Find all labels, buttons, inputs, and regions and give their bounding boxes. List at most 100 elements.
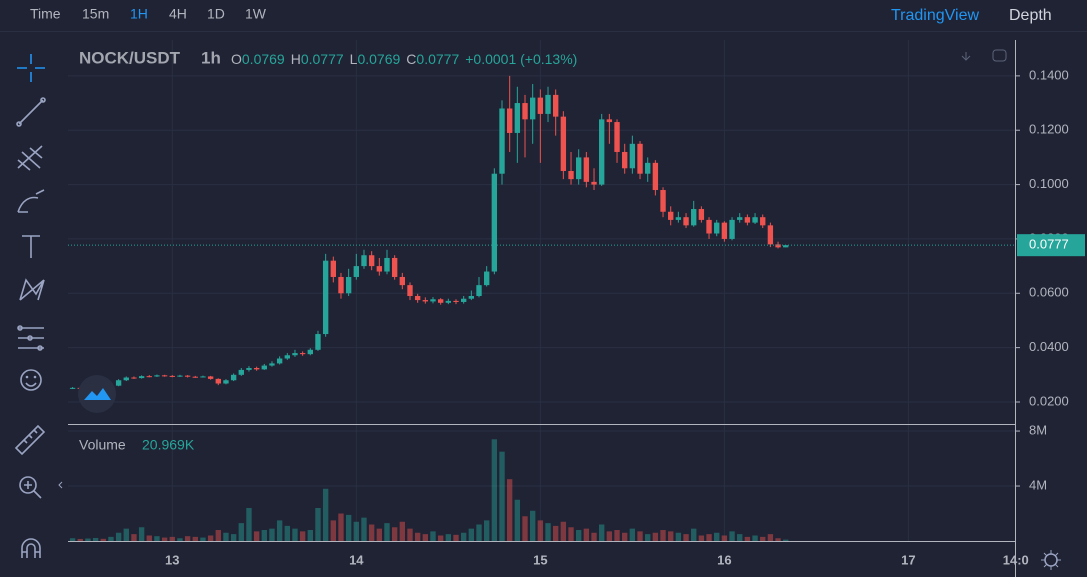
ohlc-value: 0.0777 (416, 51, 459, 67)
candle-body (660, 190, 666, 212)
candle-body (246, 368, 252, 370)
volume-bar (744, 536, 751, 541)
interval[interactable]: 4H (169, 6, 187, 22)
emoji-tool[interactable] (20, 369, 42, 391)
pattern-tool[interactable] (19, 278, 45, 301)
volume-bar (253, 531, 260, 541)
volume-bar (384, 523, 390, 541)
volume-bar (760, 536, 766, 541)
last-price-label: 0.0777 (1029, 237, 1069, 252)
candle-body (368, 255, 375, 267)
volume-bar (123, 528, 129, 541)
candle-body (437, 299, 444, 303)
fullscreen-icon[interactable] (992, 49, 1007, 62)
x-tick-label: 15 (533, 552, 547, 567)
volume-tick-label: 8M (1029, 422, 1047, 437)
candle-body (721, 222, 728, 239)
volume-bar (146, 535, 152, 541)
volume-bar (622, 532, 628, 541)
ohlc-value: 0.0777 (301, 51, 344, 67)
interval[interactable]: Time (30, 6, 61, 22)
volume-bar (200, 537, 206, 541)
zoom-tool[interactable] (19, 476, 42, 499)
volume-bar (330, 520, 336, 541)
volume-bar (560, 521, 567, 541)
x-tick-label: 16 (717, 552, 731, 567)
volume-bar (345, 514, 352, 541)
candle-body (123, 377, 129, 381)
link[interactable]: Depth (1009, 7, 1052, 24)
volume-bar (261, 530, 267, 541)
candle-body (154, 375, 160, 377)
volume-bar (660, 530, 666, 541)
interval[interactable]: 1H (130, 6, 148, 22)
candle-body (269, 363, 275, 366)
candle-body (545, 94, 551, 114)
drawing-tools (14, 54, 46, 558)
volume-bar (691, 528, 697, 541)
candle-body (161, 375, 168, 377)
volume-bar (568, 527, 574, 541)
candle-body (391, 257, 398, 277)
volume-bar (737, 534, 743, 541)
volume-bar (307, 530, 313, 541)
candle-body (691, 209, 697, 226)
volume-label: Volume (79, 437, 126, 453)
volume-bar (460, 532, 467, 541)
volume-tick-label: 4M (1029, 477, 1047, 492)
volume-bar (698, 535, 705, 541)
magnet-tool[interactable] (21, 538, 41, 558)
volume-bar (276, 520, 283, 541)
volume-bar (169, 536, 175, 541)
volume-bar (315, 508, 321, 541)
candle-body (230, 374, 237, 381)
collapse-arrow[interactable] (58, 481, 63, 489)
candle-body (506, 108, 513, 133)
volume-bar (537, 520, 544, 541)
candle-body (629, 143, 636, 169)
candle-body (514, 103, 521, 133)
fib-tool[interactable] (17, 145, 43, 171)
candle-body (622, 151, 628, 169)
volume-bar (506, 479, 513, 541)
volume-bar (215, 530, 221, 541)
interval[interactable]: 15m (82, 6, 109, 22)
volume-bar (322, 488, 329, 541)
ruler-tool[interactable] (14, 424, 46, 456)
interval-bar: Time 15m 1H 4H 1D 1W TradingView Depth (30, 6, 1052, 25)
candle-body (238, 369, 244, 375)
volume-bar (430, 531, 436, 541)
volume-bar (77, 538, 83, 541)
crosshair-tool[interactable] (17, 54, 45, 82)
volume-bar (69, 538, 76, 541)
prediction-tool[interactable] (17, 325, 44, 351)
interval[interactable]: 1W (245, 6, 267, 22)
candle-body (215, 378, 221, 384)
candle-body (737, 217, 743, 220)
volume-bar (637, 531, 643, 541)
candle-body (645, 162, 651, 174)
volume-bar (683, 534, 689, 541)
interval[interactable]: 1D (207, 6, 225, 22)
text-tool[interactable] (22, 235, 40, 258)
candle-body (345, 276, 352, 294)
candle-body (376, 266, 383, 272)
volume-bar (269, 528, 275, 541)
candle-body (253, 368, 260, 370)
download-icon[interactable] (961, 52, 971, 61)
logo (78, 375, 116, 413)
link[interactable]: TradingView (891, 7, 979, 24)
trendline-tool[interactable] (16, 97, 46, 127)
volume-bar (284, 525, 290, 541)
ohlc-value: 0.0769 (242, 51, 285, 67)
candle-body (652, 162, 659, 191)
volume-bar (645, 534, 651, 541)
candle-body (299, 353, 306, 355)
volume-bar (468, 528, 475, 541)
settings-icon[interactable] (1041, 550, 1061, 570)
brush-tool[interactable] (17, 189, 45, 213)
candle-body (499, 108, 505, 174)
